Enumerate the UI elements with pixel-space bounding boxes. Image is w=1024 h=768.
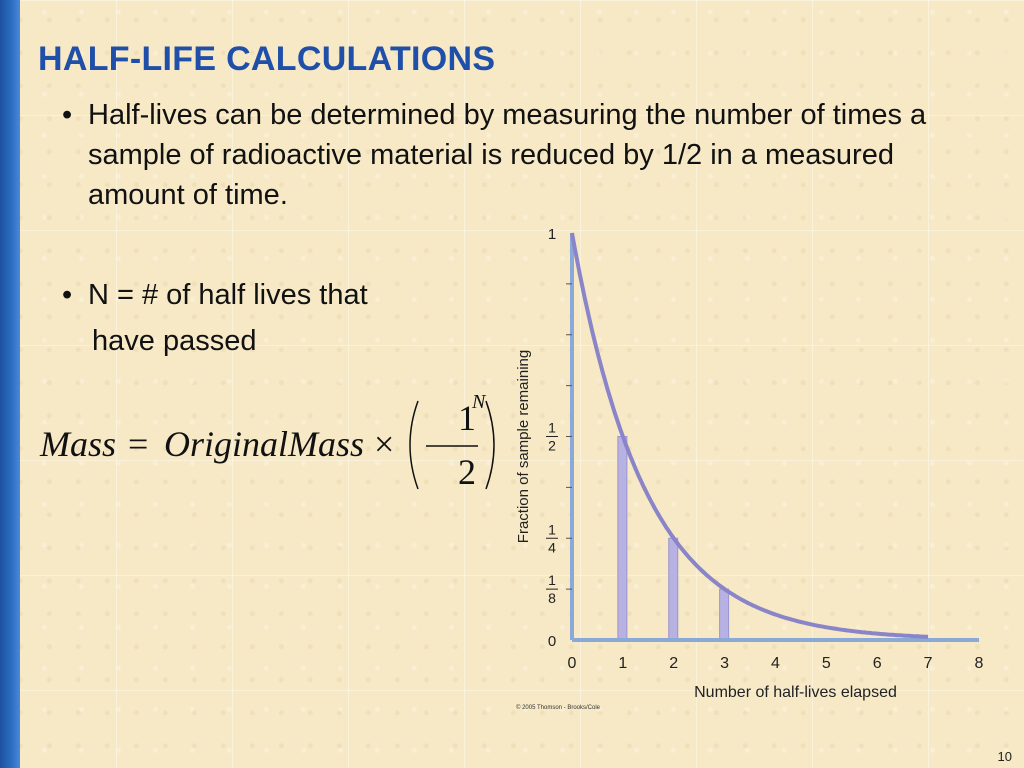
formula-rhs: OriginalMass xyxy=(164,424,365,464)
page-number: 10 xyxy=(997,749,1012,764)
formula-exponent: N xyxy=(472,391,486,413)
y-tick-numerator: 1 xyxy=(548,420,556,436)
formula-lhs: Mass xyxy=(40,424,117,464)
x-tick-label: 8 xyxy=(975,655,984,672)
formula-denominator: 2 xyxy=(458,452,476,492)
y-tick-label: 1 xyxy=(548,226,556,243)
bullet-2-text: N = # of half lives that xyxy=(88,279,368,311)
y-tick-denominator: 2 xyxy=(548,438,556,454)
bullet-marker: • xyxy=(62,279,73,311)
bar-halflife-1 xyxy=(617,436,628,641)
bullet-marker: • xyxy=(62,99,73,131)
y-tick-numerator: 1 xyxy=(548,521,556,537)
formula-numerator: 1 xyxy=(458,398,476,438)
formula-parentheses xyxy=(409,400,495,490)
x-tick-label: 1 xyxy=(618,655,627,672)
formula-times: × xyxy=(374,424,395,464)
x-axis-ticks: 0 1 2 3 4 5 6 7 8 xyxy=(568,655,984,672)
y-tick-label: 0 xyxy=(548,633,556,650)
bullet-1-text: Half-lives can be determined by measurin… xyxy=(88,99,927,211)
y-axis-ticks: 0 1 8 1 4 1 2 1 xyxy=(546,226,558,650)
half-life-chart: 0 1 8 1 4 1 2 1 0 1 2 3 4 5 6 7 8 Fraction of sample re… xyxy=(515,226,984,711)
bar-halflife-2 xyxy=(668,537,679,641)
y-tick-denominator: 4 xyxy=(548,539,556,555)
x-tick-label: 0 xyxy=(568,655,577,672)
left-accent-bar xyxy=(0,0,20,768)
chart-axes xyxy=(566,233,979,642)
copyright-text: © 2005 Thomson - Brooks/Cole xyxy=(516,704,601,711)
bullet-2-continuation: have passed xyxy=(92,325,257,357)
slide-title: HALF-LIFE CALCULATIONS xyxy=(38,40,496,78)
y-tick-denominator: 8 xyxy=(548,590,556,606)
x-axis-label: Number of half-lives elapsed xyxy=(694,684,897,701)
y-tick-numerator: 1 xyxy=(548,572,556,588)
bullet-1: • Half-lives can be determined by measuri… xyxy=(62,95,982,215)
decay-curve xyxy=(570,232,929,639)
x-tick-label: 5 xyxy=(822,655,831,672)
x-tick-label: 7 xyxy=(924,655,933,672)
formula-equals: = xyxy=(128,424,149,464)
x-tick-label: 3 xyxy=(720,655,729,672)
bullet-2: • N = # of half lives that xyxy=(62,275,368,315)
y-axis-label: Fraction of sample remaining xyxy=(515,350,532,543)
x-tick-label: 2 xyxy=(669,655,678,672)
x-tick-label: 4 xyxy=(771,655,780,672)
x-tick-label: 6 xyxy=(873,655,882,672)
bar-halflife-3 xyxy=(719,588,730,641)
